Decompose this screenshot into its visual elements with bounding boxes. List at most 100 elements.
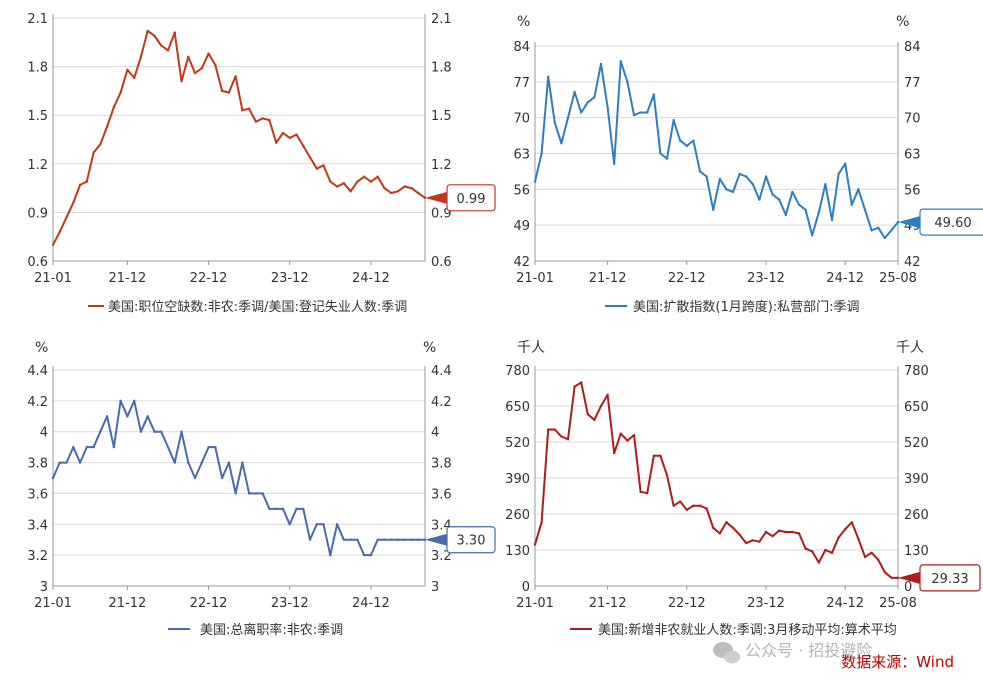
- data-point: [376, 175, 379, 178]
- x-tick-label: 21-01: [516, 271, 554, 286]
- x-tick-label: 25-08: [879, 271, 917, 286]
- data-point: [586, 101, 589, 104]
- x-tick-label: 24-12: [352, 596, 390, 611]
- x-tick-label: 25-08: [879, 596, 917, 611]
- data-point: [146, 29, 149, 33]
- y-tick-left: 3.2: [27, 549, 48, 564]
- data-point: [580, 381, 583, 384]
- data-point: [295, 507, 298, 511]
- y-tick-right: 3.2: [431, 549, 452, 564]
- data-point: [593, 418, 596, 422]
- data-point: [92, 445, 95, 449]
- y-tick-right: 56: [904, 183, 921, 198]
- y-tick-right: 650: [904, 400, 929, 415]
- data-point: [731, 190, 735, 194]
- y-tick-left: 0.9: [27, 206, 48, 221]
- data-point: [166, 49, 170, 52]
- y-tick-left: 4: [40, 426, 48, 441]
- data-point: [187, 55, 190, 59]
- data-point: [329, 180, 332, 183]
- data-point: [811, 234, 814, 237]
- data-point: [593, 95, 596, 99]
- data-point: [275, 507, 278, 511]
- callout-pointer: [898, 216, 920, 229]
- legend-label: 美国:扩散指数(1月跨度):私营部门:季调: [633, 299, 860, 315]
- data-point: [58, 230, 61, 234]
- data-point: [883, 570, 886, 574]
- data-point: [599, 62, 603, 66]
- data-point: [652, 454, 655, 458]
- y-tick-right: 3.6: [431, 487, 452, 502]
- data-point: [369, 553, 373, 557]
- data-point: [672, 504, 675, 507]
- data-point: [132, 399, 136, 403]
- x-tick-label: 21-12: [109, 271, 147, 286]
- data-point: [105, 415, 109, 418]
- data-point: [207, 445, 210, 449]
- data-point: [560, 142, 563, 145]
- data-point: [652, 93, 655, 96]
- data-point: [112, 105, 116, 109]
- data-point: [146, 415, 149, 418]
- data-point: [99, 430, 102, 433]
- data-point: [187, 461, 190, 464]
- y-tick-left: 70: [513, 112, 530, 127]
- x-tick-label: 23-12: [271, 271, 309, 286]
- series-line: [534, 60, 899, 239]
- data-point: [281, 131, 285, 135]
- data-point: [254, 492, 258, 495]
- data-point: [376, 538, 379, 541]
- y-tick-left: 390: [505, 472, 530, 487]
- y-tick-left: 84: [513, 40, 530, 55]
- data-point: [214, 63, 217, 67]
- data-point: [830, 551, 834, 554]
- data-point: [811, 550, 814, 553]
- data-point: [200, 461, 203, 464]
- data-point: [119, 399, 122, 403]
- data-point: [160, 430, 163, 433]
- callout-pointer: [425, 533, 447, 546]
- chart-panel-3: 4.4 4.44.2 4.24 43.8 3.83.6 3.63.4 3.43.2 3.23 3…: [27, 340, 496, 638]
- x-tick-label: 21-01: [34, 596, 72, 611]
- y-tick-right: 130: [904, 544, 929, 559]
- data-point: [126, 415, 129, 418]
- data-point: [659, 454, 662, 458]
- data-point: [606, 393, 609, 397]
- y-tick-left: 42: [513, 255, 530, 270]
- data-point: [132, 76, 136, 80]
- last-value-label: 29.33: [931, 572, 968, 587]
- data-point: [665, 474, 669, 477]
- x-tick-label: 22-12: [190, 271, 228, 286]
- data-point: [718, 177, 721, 181]
- data-point: [112, 445, 116, 449]
- y-tick-left: 49: [513, 219, 530, 234]
- data-point: [72, 445, 75, 449]
- data-point: [247, 492, 251, 495]
- data-point: [639, 111, 642, 114]
- y-tick-right: 1.8: [431, 61, 452, 76]
- data-point: [870, 551, 873, 554]
- data-point: [659, 152, 662, 155]
- data-point: [784, 530, 787, 534]
- data-point: [778, 529, 781, 532]
- y-tick-right: 70: [904, 112, 921, 127]
- data-point: [619, 432, 622, 435]
- data-point: [553, 428, 556, 431]
- data-point: [92, 151, 95, 154]
- data-point: [784, 213, 787, 217]
- y-tick-right: 1.5: [431, 109, 452, 124]
- data-point: [85, 445, 89, 449]
- data-point: [837, 172, 840, 176]
- data-point: [139, 55, 143, 59]
- data-point: [220, 89, 224, 93]
- data-point: [410, 538, 413, 541]
- data-point: [547, 75, 550, 78]
- data-point: [234, 492, 237, 495]
- data-point: [533, 180, 537, 183]
- data-point: [712, 526, 715, 530]
- y-tick-left: 1.5: [27, 109, 48, 124]
- data-point: [85, 180, 89, 183]
- data-point: [626, 439, 629, 442]
- data-point: [837, 536, 840, 539]
- x-tick-label: 21-12: [109, 596, 147, 611]
